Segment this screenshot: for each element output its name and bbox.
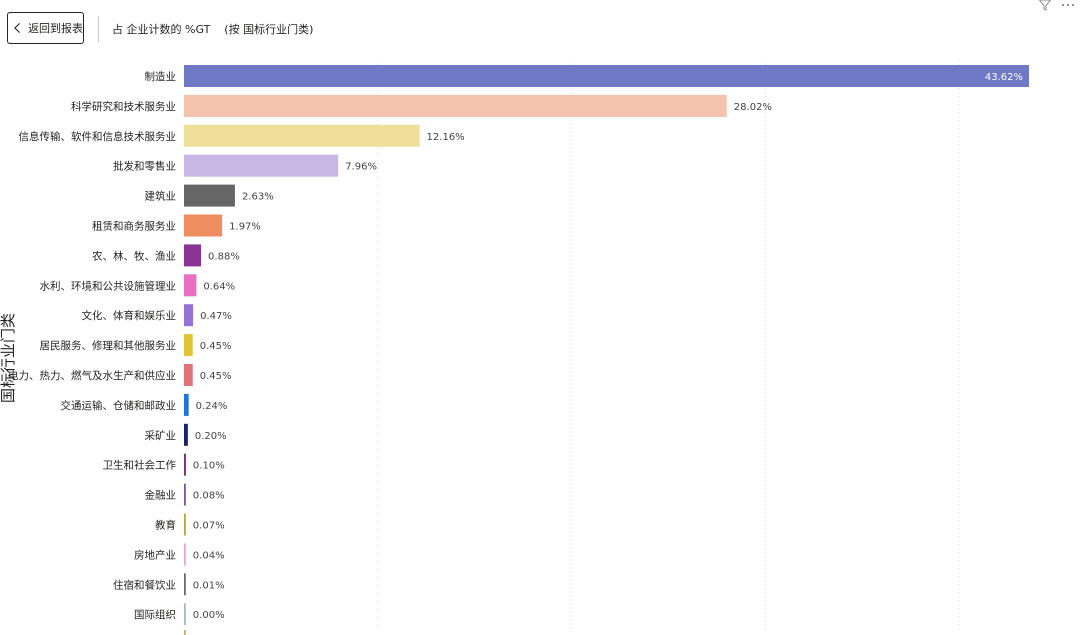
data-label: 0.01% bbox=[193, 580, 225, 591]
bar bbox=[184, 94, 727, 117]
data-label: 0.24% bbox=[196, 401, 228, 412]
back-button-label: 返回到报表 bbox=[28, 22, 83, 35]
category-label: 居民服务、修理和其他服务业 bbox=[40, 339, 177, 352]
chart-title-measure: 占 企业计数的 %GT bbox=[112, 23, 211, 36]
bar bbox=[184, 423, 188, 446]
category-label: 农、林、牧、渔业 bbox=[92, 249, 176, 262]
chart-title: 占 企业计数的 %GT (按 国标行业门类) bbox=[112, 21, 313, 37]
bar bbox=[184, 364, 193, 386]
category-label: 科学研究和技术服务业 bbox=[71, 100, 176, 113]
data-label: 0.07% bbox=[193, 521, 225, 532]
bar bbox=[184, 304, 194, 327]
data-label: 28.02% bbox=[734, 102, 772, 113]
category-label: 信息传输、软件和信息技术服务业 bbox=[19, 130, 177, 143]
category-label: 文化、体育和娱乐业 bbox=[82, 309, 177, 322]
chart-title-dimension: (按 国标行业门类) bbox=[224, 23, 314, 36]
data-label: 0.64% bbox=[203, 281, 235, 292]
bar bbox=[184, 124, 420, 147]
bar bbox=[184, 513, 186, 536]
bar bbox=[184, 334, 193, 357]
data-label: 2.63% bbox=[242, 192, 274, 203]
data-label: 0.04% bbox=[193, 550, 225, 561]
category-label: 国际组织 bbox=[134, 608, 176, 621]
y-axis-title: 国标行业门类 bbox=[0, 313, 17, 403]
category-label: 房地产业 bbox=[134, 548, 176, 561]
bar bbox=[184, 184, 235, 207]
more-options-icon[interactable] bbox=[1060, 0, 1076, 12]
bar bbox=[184, 543, 186, 566]
category-label: 制造业 bbox=[145, 70, 177, 83]
category-label: 交通运输、仓储和邮政业 bbox=[61, 399, 177, 412]
data-label: 0.20% bbox=[195, 431, 227, 442]
data-label: 0.08% bbox=[193, 491, 225, 502]
data-label: 0.10% bbox=[193, 461, 225, 472]
category-label: 金融业 bbox=[145, 489, 177, 502]
data-label: 1.97% bbox=[229, 222, 261, 233]
category-label: 租赁和商务服务业 bbox=[92, 220, 176, 233]
filter-icon[interactable] bbox=[1038, 0, 1052, 12]
category-label: 采矿业 bbox=[145, 429, 177, 442]
bar bbox=[184, 214, 223, 237]
data-label: 0.00% bbox=[193, 610, 225, 621]
category-label: 住宿和餐饮业 bbox=[113, 578, 176, 591]
category-label: 水利、环境和公共设施管理业 bbox=[40, 279, 177, 292]
bar bbox=[184, 274, 197, 297]
data-label: 0.88% bbox=[208, 251, 240, 262]
bar bbox=[184, 393, 189, 416]
data-label: 0.45% bbox=[200, 371, 232, 382]
visual-header-icons bbox=[1038, 0, 1076, 12]
bar bbox=[184, 154, 339, 177]
category-label: 电力、热力、燃气及水生产和供应业 bbox=[8, 369, 176, 382]
bar bbox=[184, 573, 186, 596]
back-to-report-button[interactable]: 返回到报表 bbox=[7, 12, 84, 44]
data-label: 7.96% bbox=[345, 162, 377, 173]
bar bbox=[184, 603, 186, 626]
data-label: 12.16% bbox=[427, 132, 465, 143]
data-label: 0.45% bbox=[200, 341, 232, 352]
bar-stub bbox=[184, 630, 186, 635]
data-label: 0.47% bbox=[200, 311, 232, 322]
bar bbox=[184, 244, 202, 267]
category-label: 卫生和社会工作 bbox=[103, 459, 177, 472]
category-label: 批发和零售业 bbox=[113, 160, 176, 173]
bar bbox=[184, 453, 186, 476]
data-label: 43.62% bbox=[985, 72, 1023, 83]
header-divider bbox=[98, 16, 99, 42]
category-label: 教育 bbox=[155, 519, 176, 532]
bar bbox=[184, 65, 1029, 87]
category-label: 建筑业 bbox=[145, 190, 177, 203]
chevron-left-icon bbox=[14, 22, 20, 34]
bar bbox=[184, 483, 186, 506]
